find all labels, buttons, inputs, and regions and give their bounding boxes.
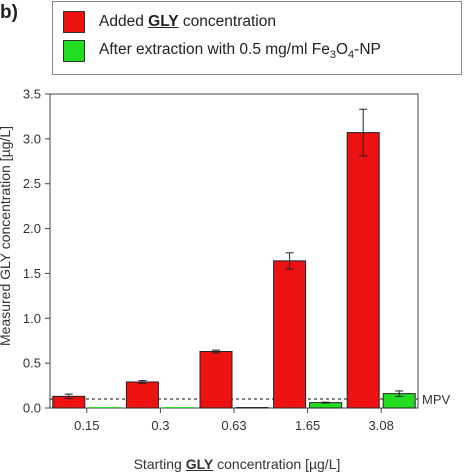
legend-item-added: Added GLY concentration (63, 11, 276, 33)
bar-added (346, 132, 380, 409)
bar-added (125, 381, 159, 409)
x-tick-label: 0.15 (74, 418, 99, 433)
legend: Added GLY concentration After extraction… (52, 1, 462, 75)
mpv-label: MPV (422, 392, 451, 407)
legend-label-added: Added GLY concentration (99, 13, 276, 30)
x-tick-label: 1.65 (295, 418, 320, 433)
legend-item-extracted: After extraction with 0.5 mg/ml Fe3O4-NP (63, 40, 381, 62)
y-tick-label: 0.5 (23, 356, 41, 371)
x-tick-label: 3.08 (369, 418, 394, 433)
x-axis-title: Starting GLY concentration [µg/L] (133, 456, 341, 472)
bar-added (199, 350, 233, 409)
y-tick-label: 1.5 (23, 266, 41, 281)
legend-label-extracted: After extraction with 0.5 mg/ml Fe3O4-NP (99, 40, 381, 62)
y-tick-label: 2.0 (23, 221, 41, 236)
panel-label: b) (0, 2, 18, 23)
bar-added (273, 260, 307, 409)
x-tick-label: 0.63 (221, 418, 246, 433)
y-tick-label: 3.0 (23, 131, 41, 146)
y-tick-label: 1.0 (23, 311, 41, 326)
x-tick-label: 0.3 (151, 418, 169, 433)
y-tick-label: 3.5 (23, 87, 41, 102)
y-tick-label: 2.5 (23, 176, 41, 191)
y-tick-label: 0.0 (23, 401, 41, 416)
legend-swatch-extracted (63, 40, 85, 62)
legend-swatch-added (63, 11, 85, 33)
